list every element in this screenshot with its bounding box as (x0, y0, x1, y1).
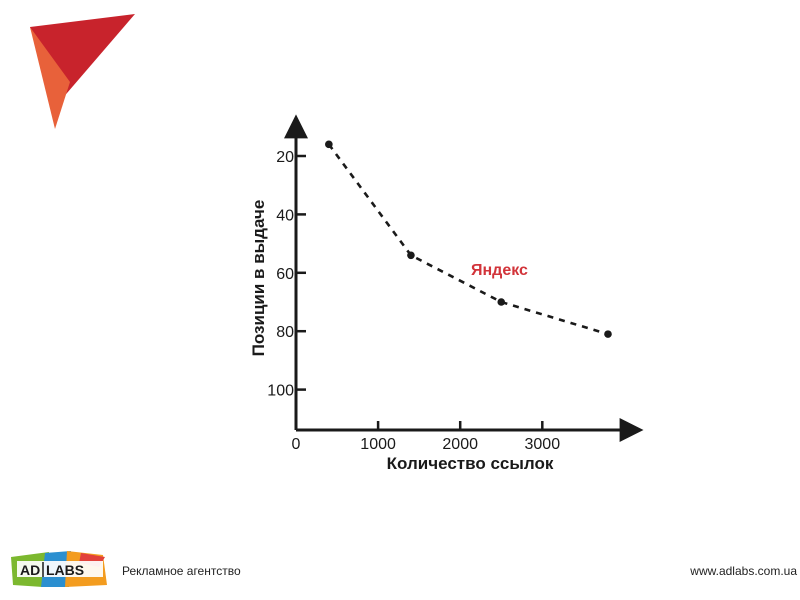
adlabs-logo: AD LABS (11, 551, 107, 587)
x-tick-label: 1000 (360, 436, 396, 453)
footer-agency-label: Рекламное агентство (122, 564, 241, 578)
chart-tick-labels: 0 1000 2000 3000 20 40 60 80 100 (267, 149, 560, 453)
y-axis-label: Позиции в выдаче (249, 200, 268, 357)
data-point (325, 140, 333, 149)
adlabs-logo-text-right: LABS (46, 562, 84, 578)
chart-ticks (296, 154, 544, 430)
y-tick-label: 100 (267, 383, 294, 400)
adlabs-logo-plate (17, 561, 103, 577)
data-point (407, 251, 415, 260)
series-line (327, 143, 609, 336)
x-axis-label: Количество ссылок (387, 454, 554, 473)
data-point (497, 298, 506, 306)
footer-website-link[interactable]: www.adlabs.com.ua (690, 564, 797, 578)
adlabs-logo-text-left: AD (20, 562, 40, 578)
y-tick-label: 20 (276, 149, 294, 166)
chart-axes (284, 114, 644, 442)
y-tick-label: 80 (276, 324, 294, 341)
data-point (604, 330, 612, 338)
corner-logo-graphic (30, 14, 135, 129)
x-tick-label: 3000 (525, 436, 561, 453)
corner-logo-light-shape (30, 27, 70, 129)
series-label: Яндекс (471, 262, 528, 279)
x-tick-label: 0 (292, 436, 301, 453)
y-tick-label: 40 (276, 207, 294, 224)
x-tick-label: 2000 (442, 436, 478, 453)
y-tick-label: 60 (276, 266, 294, 283)
chart-series: Яндекс (325, 140, 612, 338)
